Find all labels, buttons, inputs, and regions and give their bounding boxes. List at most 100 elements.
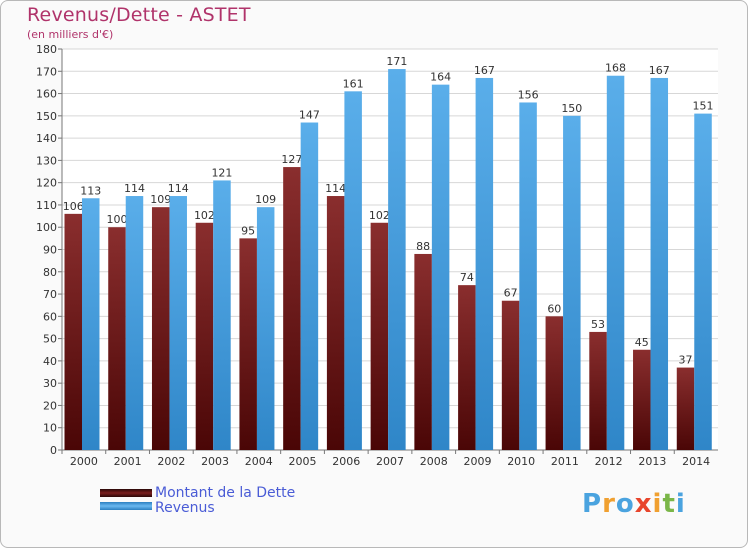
data-label-revenus: 147 [299,109,320,122]
logo-letter: i [675,489,686,519]
x-tick-label: 2014 [682,455,710,468]
bar-dette [283,167,301,451]
y-tick-label: 10 [43,422,57,435]
y-tick-label: 160 [36,88,57,101]
y-tick-label: 180 [36,43,57,56]
data-label-dette: 100 [106,213,127,226]
y-tick-label: 170 [36,65,57,78]
bar-dette [239,238,257,450]
bar-dette [151,207,170,450]
data-label-revenus: 156 [518,88,539,101]
bar-revenus [519,102,537,450]
data-label-dette: 106 [63,200,84,213]
logo-letter: r [602,489,616,519]
x-tick-label: 2007 [376,455,404,468]
x-tick-label: 2005 [289,455,317,468]
data-label-dette: 45 [635,336,649,349]
bar-revenus [431,84,450,451]
bar-dette [633,349,651,450]
data-label-dette: 88 [416,240,430,253]
data-label-revenus: 150 [561,102,582,115]
chart-title: Revenus/Dette - ASTET [27,4,251,26]
data-label-revenus: 113 [80,184,101,197]
y-tick-label: 20 [43,399,57,412]
chart-subtitle: (en milliers d'€) [27,28,114,41]
bar-dette [501,300,520,450]
bar-revenus [388,69,406,451]
data-label-dette: 114 [325,182,346,195]
bar-dette [414,253,432,450]
data-label-dette: 67 [504,287,518,300]
bar-revenus [344,91,362,451]
logo-letter: P [582,489,603,519]
data-label-revenus: 167 [649,64,670,77]
legend-swatch-dette [100,489,152,497]
legend-label-dette: Montant de la Dette [155,485,296,501]
data-label-revenus: 164 [430,71,451,84]
y-tick-label: 110 [36,199,57,212]
y-tick-label: 60 [43,310,57,323]
bar-dette [195,222,214,450]
bar-revenus [125,196,144,450]
bar-revenus [475,77,494,450]
y-tick-label: 100 [36,221,57,234]
bar-dette [108,227,126,450]
bar-dette [326,196,345,450]
data-label-revenus: 171 [386,55,407,68]
bar-dette [370,222,389,450]
bar-revenus [606,75,625,450]
x-tick-label: 2002 [157,455,185,468]
x-tick-label: 2012 [595,455,623,468]
data-label-dette: 109 [150,193,171,206]
data-label-dette: 95 [241,224,255,237]
y-tick-label: 120 [36,177,57,190]
data-label-dette: 127 [281,153,302,166]
y-tick-label: 50 [43,333,57,346]
bar-dette [545,316,564,450]
logo-letter: o [615,489,635,519]
data-label-revenus: 161 [343,77,364,90]
y-tick-label: 80 [43,266,57,279]
data-label-dette: 37 [679,354,693,367]
y-tick-label: 70 [43,288,57,301]
x-tick-label: 2000 [70,455,98,468]
data-label-revenus: 114 [168,182,189,195]
x-tick-label: 2004 [245,455,273,468]
bar-revenus [213,180,231,450]
data-label-revenus: 109 [255,193,276,206]
data-label-revenus: 121 [211,166,232,179]
data-label-revenus: 114 [124,182,145,195]
y-tick-label: 150 [36,110,57,123]
proxiti-logo: Proxiti [582,489,686,519]
y-tick-label: 30 [43,377,57,390]
bar-dette [64,213,82,450]
bar-revenus [256,207,275,450]
bar-revenus [82,198,100,450]
bar-revenus [563,115,581,450]
logo-letter: t [662,489,676,519]
bar-chart: 0 10 20 30 40 50 60 70 80 90 100 110 120 130 140 150 160… [36,43,718,468]
y-tick-label: 90 [43,244,57,257]
legend-swatch-revenus [100,502,152,510]
x-tick-label: 2001 [114,455,142,468]
logo-letter: i [652,489,663,519]
data-label-dette: 102 [194,209,215,222]
bar-revenus [300,122,319,451]
x-tick-label: 2010 [507,455,535,468]
data-label-revenus: 167 [474,64,495,77]
data-label-dette: 102 [369,209,390,222]
y-tick-label: 140 [36,132,57,145]
x-tick-label: 2003 [201,455,229,468]
x-tick-label: 2008 [420,455,448,468]
bar-revenus [169,196,187,450]
x-tick-label: 2009 [463,455,491,468]
x-tick-label: 2006 [332,455,360,468]
y-tick-label: 0 [50,444,57,457]
bar-dette [458,285,476,450]
data-label-dette: 53 [591,318,605,331]
bar-dette [589,331,607,450]
legend-label-revenus: Revenus [155,500,215,516]
data-label-dette: 74 [460,271,474,284]
x-tick-label: 2013 [638,455,666,468]
y-tick-label: 40 [43,355,57,368]
